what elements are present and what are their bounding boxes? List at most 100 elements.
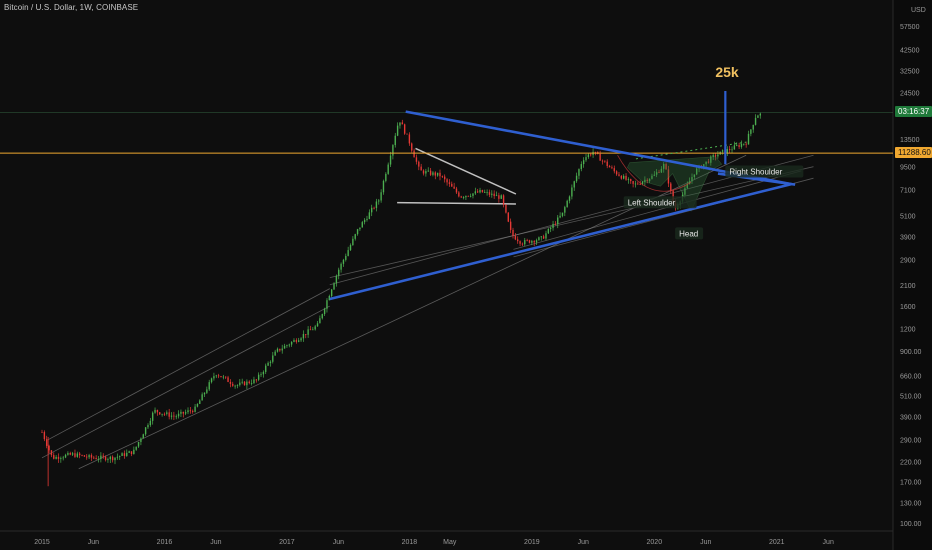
candle-body bbox=[627, 179, 630, 180]
candle-body bbox=[133, 449, 135, 455]
candle-body bbox=[524, 240, 526, 245]
candle-body bbox=[276, 348, 279, 352]
candle-body bbox=[545, 233, 547, 239]
candle-body bbox=[175, 416, 177, 418]
candle-body bbox=[455, 188, 458, 193]
candle-body bbox=[413, 150, 415, 158]
candle-body bbox=[206, 389, 208, 393]
candle-body bbox=[425, 171, 427, 174]
candle-body bbox=[142, 434, 144, 439]
candle-body bbox=[564, 207, 566, 213]
candle-body bbox=[265, 365, 267, 372]
candle-body bbox=[752, 124, 754, 130]
candle-body bbox=[241, 381, 243, 383]
candle-body bbox=[109, 456, 111, 460]
target-label: 25k bbox=[715, 64, 739, 80]
y-tick-label: 1600 bbox=[900, 304, 916, 311]
candle-body bbox=[156, 409, 159, 413]
x-tick-label: Jun bbox=[578, 539, 589, 546]
candle-body bbox=[573, 181, 575, 188]
candle-body bbox=[140, 438, 142, 442]
candle-body bbox=[467, 195, 469, 197]
y-tick-label: 220.00 bbox=[900, 459, 922, 466]
candle-body bbox=[338, 269, 340, 276]
descending-triangle-base bbox=[397, 201, 516, 205]
candle-body bbox=[48, 445, 50, 451]
candle-body bbox=[714, 155, 717, 157]
left-shoulder-label-bg bbox=[623, 196, 697, 209]
candle-body bbox=[189, 410, 192, 412]
x-tick-label: Jun bbox=[700, 539, 711, 546]
y-tick-label: 24500 bbox=[900, 91, 920, 98]
candle-body bbox=[717, 154, 719, 157]
currency-label: USD bbox=[911, 7, 926, 14]
candle-body bbox=[632, 181, 634, 184]
candle-body bbox=[60, 458, 62, 460]
countdown-price-tag: 03:16:37 bbox=[895, 106, 932, 118]
candle-body bbox=[236, 385, 239, 386]
candle-body bbox=[634, 183, 637, 185]
candle-body bbox=[267, 362, 269, 366]
candle-body bbox=[615, 171, 618, 175]
candle-body bbox=[731, 149, 733, 151]
candle-body bbox=[620, 175, 623, 179]
x-tick-label: 2020 bbox=[647, 539, 663, 546]
candle-body bbox=[538, 237, 540, 241]
candle-body bbox=[420, 166, 422, 171]
candle-body bbox=[474, 191, 477, 194]
y-tick-label: 57500 bbox=[900, 24, 920, 31]
candle-body bbox=[451, 183, 453, 187]
candle-body bbox=[660, 168, 663, 173]
candle-body bbox=[316, 323, 319, 327]
candle-body bbox=[641, 181, 644, 185]
candle-body bbox=[154, 409, 156, 413]
candle-body bbox=[665, 163, 667, 170]
candle-body bbox=[213, 376, 215, 379]
grey-fan-line-4 bbox=[513, 170, 802, 250]
candle-body bbox=[611, 167, 613, 169]
candle-body bbox=[378, 200, 380, 202]
channel-lower-line bbox=[41, 305, 330, 459]
candle-body bbox=[76, 453, 79, 457]
x-tick-label: 2018 bbox=[402, 539, 418, 546]
candle-body bbox=[283, 345, 286, 349]
candle-body bbox=[307, 329, 309, 335]
candle-body bbox=[170, 415, 173, 417]
candle-body bbox=[199, 400, 201, 404]
candle-body bbox=[126, 452, 128, 456]
candle-body bbox=[528, 240, 531, 243]
candle-body bbox=[90, 455, 93, 458]
candle-body bbox=[272, 355, 274, 362]
candle-body bbox=[486, 192, 488, 193]
candle-body bbox=[479, 189, 481, 193]
candle-body bbox=[375, 201, 378, 208]
grey-fan-line-2 bbox=[329, 166, 814, 279]
head-label-bg bbox=[675, 227, 704, 240]
x-tick-label: Jun bbox=[210, 539, 221, 546]
candle-body bbox=[93, 457, 95, 459]
candle-body bbox=[114, 457, 116, 461]
candle-body bbox=[444, 176, 446, 180]
right-shoulder-label-bg bbox=[725, 165, 804, 178]
candle-body bbox=[220, 376, 222, 378]
x-tick-label: 2019 bbox=[524, 539, 540, 546]
candle-body bbox=[323, 308, 326, 315]
x-tick-label: 2017 bbox=[279, 539, 295, 546]
candle-body bbox=[658, 172, 660, 174]
candle-body bbox=[102, 455, 104, 457]
candle-body bbox=[62, 457, 64, 459]
candle-body bbox=[239, 382, 241, 386]
candle-body bbox=[389, 155, 392, 165]
candle-body bbox=[262, 371, 265, 375]
candle-body bbox=[86, 456, 88, 458]
candle-body bbox=[260, 374, 262, 376]
candle-body bbox=[514, 235, 517, 240]
candle-body bbox=[41, 431, 43, 433]
x-tick-label: May bbox=[443, 539, 457, 546]
candle-body bbox=[613, 168, 615, 172]
candle-body bbox=[493, 193, 495, 197]
candle-body bbox=[67, 453, 69, 455]
candle-body bbox=[69, 453, 71, 455]
